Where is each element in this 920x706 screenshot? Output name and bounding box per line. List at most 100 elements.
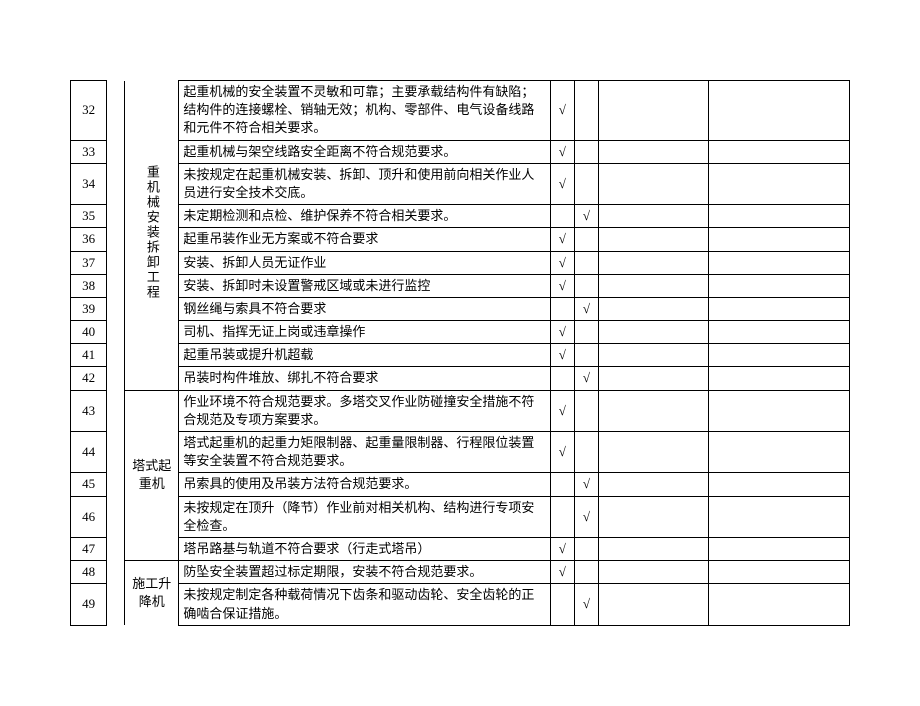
row-chk2: √ [574, 584, 598, 625]
row-desc: 塔式起重机的起重力矩限制器、起重量限制器、行程限位装置等安全装置不符合规范要求。 [179, 432, 550, 473]
row-extra2 [709, 537, 850, 560]
row-desc: 安装、拆卸时未设置警戒区域或未进行监控 [179, 274, 550, 297]
row-extra2 [709, 432, 850, 473]
row-extra2 [709, 561, 850, 584]
category-blank [107, 81, 125, 626]
row-desc: 司机、指挥无证上岗或违章操作 [179, 321, 550, 344]
row-number: 49 [71, 584, 107, 625]
row-desc: 未按规定在起重机械安装、拆卸、顶升和使用前向相关作业人员进行安全技术交底。 [179, 163, 550, 204]
row-chk2 [574, 390, 598, 431]
row-extra1 [598, 163, 708, 204]
row-extra2 [709, 344, 850, 367]
row-number: 35 [71, 205, 107, 228]
row-extra2 [709, 228, 850, 251]
row-desc: 吊装时构件堆放、绑扎不符合要求 [179, 367, 550, 390]
category-c3: 施工升降机 [125, 561, 179, 626]
row-extra1 [598, 584, 708, 625]
row-number: 48 [71, 561, 107, 584]
row-chk2 [574, 274, 598, 297]
row-extra2 [709, 584, 850, 625]
inspection-table: 32 重机械安装拆卸工程 起重机械的安全装置不灵敏和可靠；主要承载结构件有缺陷；结构… [70, 80, 850, 626]
row-extra1 [598, 81, 708, 141]
row-chk1 [550, 205, 574, 228]
row-chk2: √ [574, 297, 598, 320]
row-chk1: √ [550, 432, 574, 473]
row-extra1 [598, 432, 708, 473]
row-chk2 [574, 140, 598, 163]
row-chk2 [574, 163, 598, 204]
row-desc: 起重吊装作业无方案或不符合要求 [179, 228, 550, 251]
row-number: 33 [71, 140, 107, 163]
row-number: 36 [71, 228, 107, 251]
row-chk1: √ [550, 537, 574, 560]
row-extra1 [598, 251, 708, 274]
row-chk2: √ [574, 205, 598, 228]
row-chk2 [574, 537, 598, 560]
row-extra1 [598, 561, 708, 584]
row-extra2 [709, 205, 850, 228]
row-extra2 [709, 390, 850, 431]
row-extra1 [598, 228, 708, 251]
row-number: 32 [71, 81, 107, 141]
category-c1: 重机械安装拆卸工程 [125, 81, 179, 391]
row-extra2 [709, 163, 850, 204]
row-desc: 起重吊装或提升机超载 [179, 344, 550, 367]
row-number: 42 [71, 367, 107, 390]
row-chk1: √ [550, 321, 574, 344]
row-chk2 [574, 321, 598, 344]
row-chk1: √ [550, 81, 574, 141]
row-extra2 [709, 321, 850, 344]
row-extra1 [598, 140, 708, 163]
row-extra2 [709, 496, 850, 537]
row-extra1 [598, 367, 708, 390]
row-extra2 [709, 81, 850, 141]
row-desc: 未按规定制定各种载荷情况下齿条和驱动齿轮、安全齿轮的正确啮合保证措施。 [179, 584, 550, 625]
row-chk1 [550, 297, 574, 320]
row-chk1 [550, 584, 574, 625]
row-desc: 起重机械的安全装置不灵敏和可靠；主要承载结构件有缺陷；结构件的连接螺栓、销轴无效… [179, 81, 550, 141]
row-extra1 [598, 473, 708, 496]
row-number: 45 [71, 473, 107, 496]
row-extra1 [598, 496, 708, 537]
row-number: 46 [71, 496, 107, 537]
row-number: 38 [71, 274, 107, 297]
row-number: 37 [71, 251, 107, 274]
row-extra2 [709, 473, 850, 496]
row-extra2 [709, 140, 850, 163]
row-desc: 未定期检测和点检、维护保养不符合相关要求。 [179, 205, 550, 228]
row-chk2 [574, 251, 598, 274]
row-desc: 安装、拆卸人员无证作业 [179, 251, 550, 274]
row-extra1 [598, 344, 708, 367]
row-chk1 [550, 496, 574, 537]
row-number: 40 [71, 321, 107, 344]
row-chk1: √ [550, 344, 574, 367]
row-chk1: √ [550, 228, 574, 251]
category-c2: 塔式起重机 [125, 390, 179, 561]
row-desc: 未按规定在顶升（降节）作业前对相关机构、结构进行专项安全检查。 [179, 496, 550, 537]
category-c1-label: 重机械安装拆卸工程 [143, 165, 161, 300]
row-chk2 [574, 228, 598, 251]
row-chk1: √ [550, 251, 574, 274]
row-chk2 [574, 432, 598, 473]
row-chk1: √ [550, 163, 574, 204]
row-number: 44 [71, 432, 107, 473]
row-chk2 [574, 81, 598, 141]
row-extra1 [598, 274, 708, 297]
row-extra2 [709, 297, 850, 320]
row-desc: 钢丝绳与索具不符合要求 [179, 297, 550, 320]
row-chk2: √ [574, 367, 598, 390]
row-chk2 [574, 561, 598, 584]
row-desc: 作业环境不符合规范要求。多塔交叉作业防碰撞安全措施不符合规范及专项方案要求。 [179, 390, 550, 431]
row-chk2: √ [574, 496, 598, 537]
row-desc: 塔吊路基与轨道不符合要求（行走式塔吊） [179, 537, 550, 560]
row-chk1: √ [550, 561, 574, 584]
row-extra2 [709, 274, 850, 297]
row-number: 34 [71, 163, 107, 204]
row-extra1 [598, 537, 708, 560]
row-number: 47 [71, 537, 107, 560]
row-desc: 吊索具的使用及吊装方法符合规范要求。 [179, 473, 550, 496]
row-extra1 [598, 390, 708, 431]
row-extra1 [598, 297, 708, 320]
row-extra1 [598, 321, 708, 344]
row-chk1 [550, 367, 574, 390]
